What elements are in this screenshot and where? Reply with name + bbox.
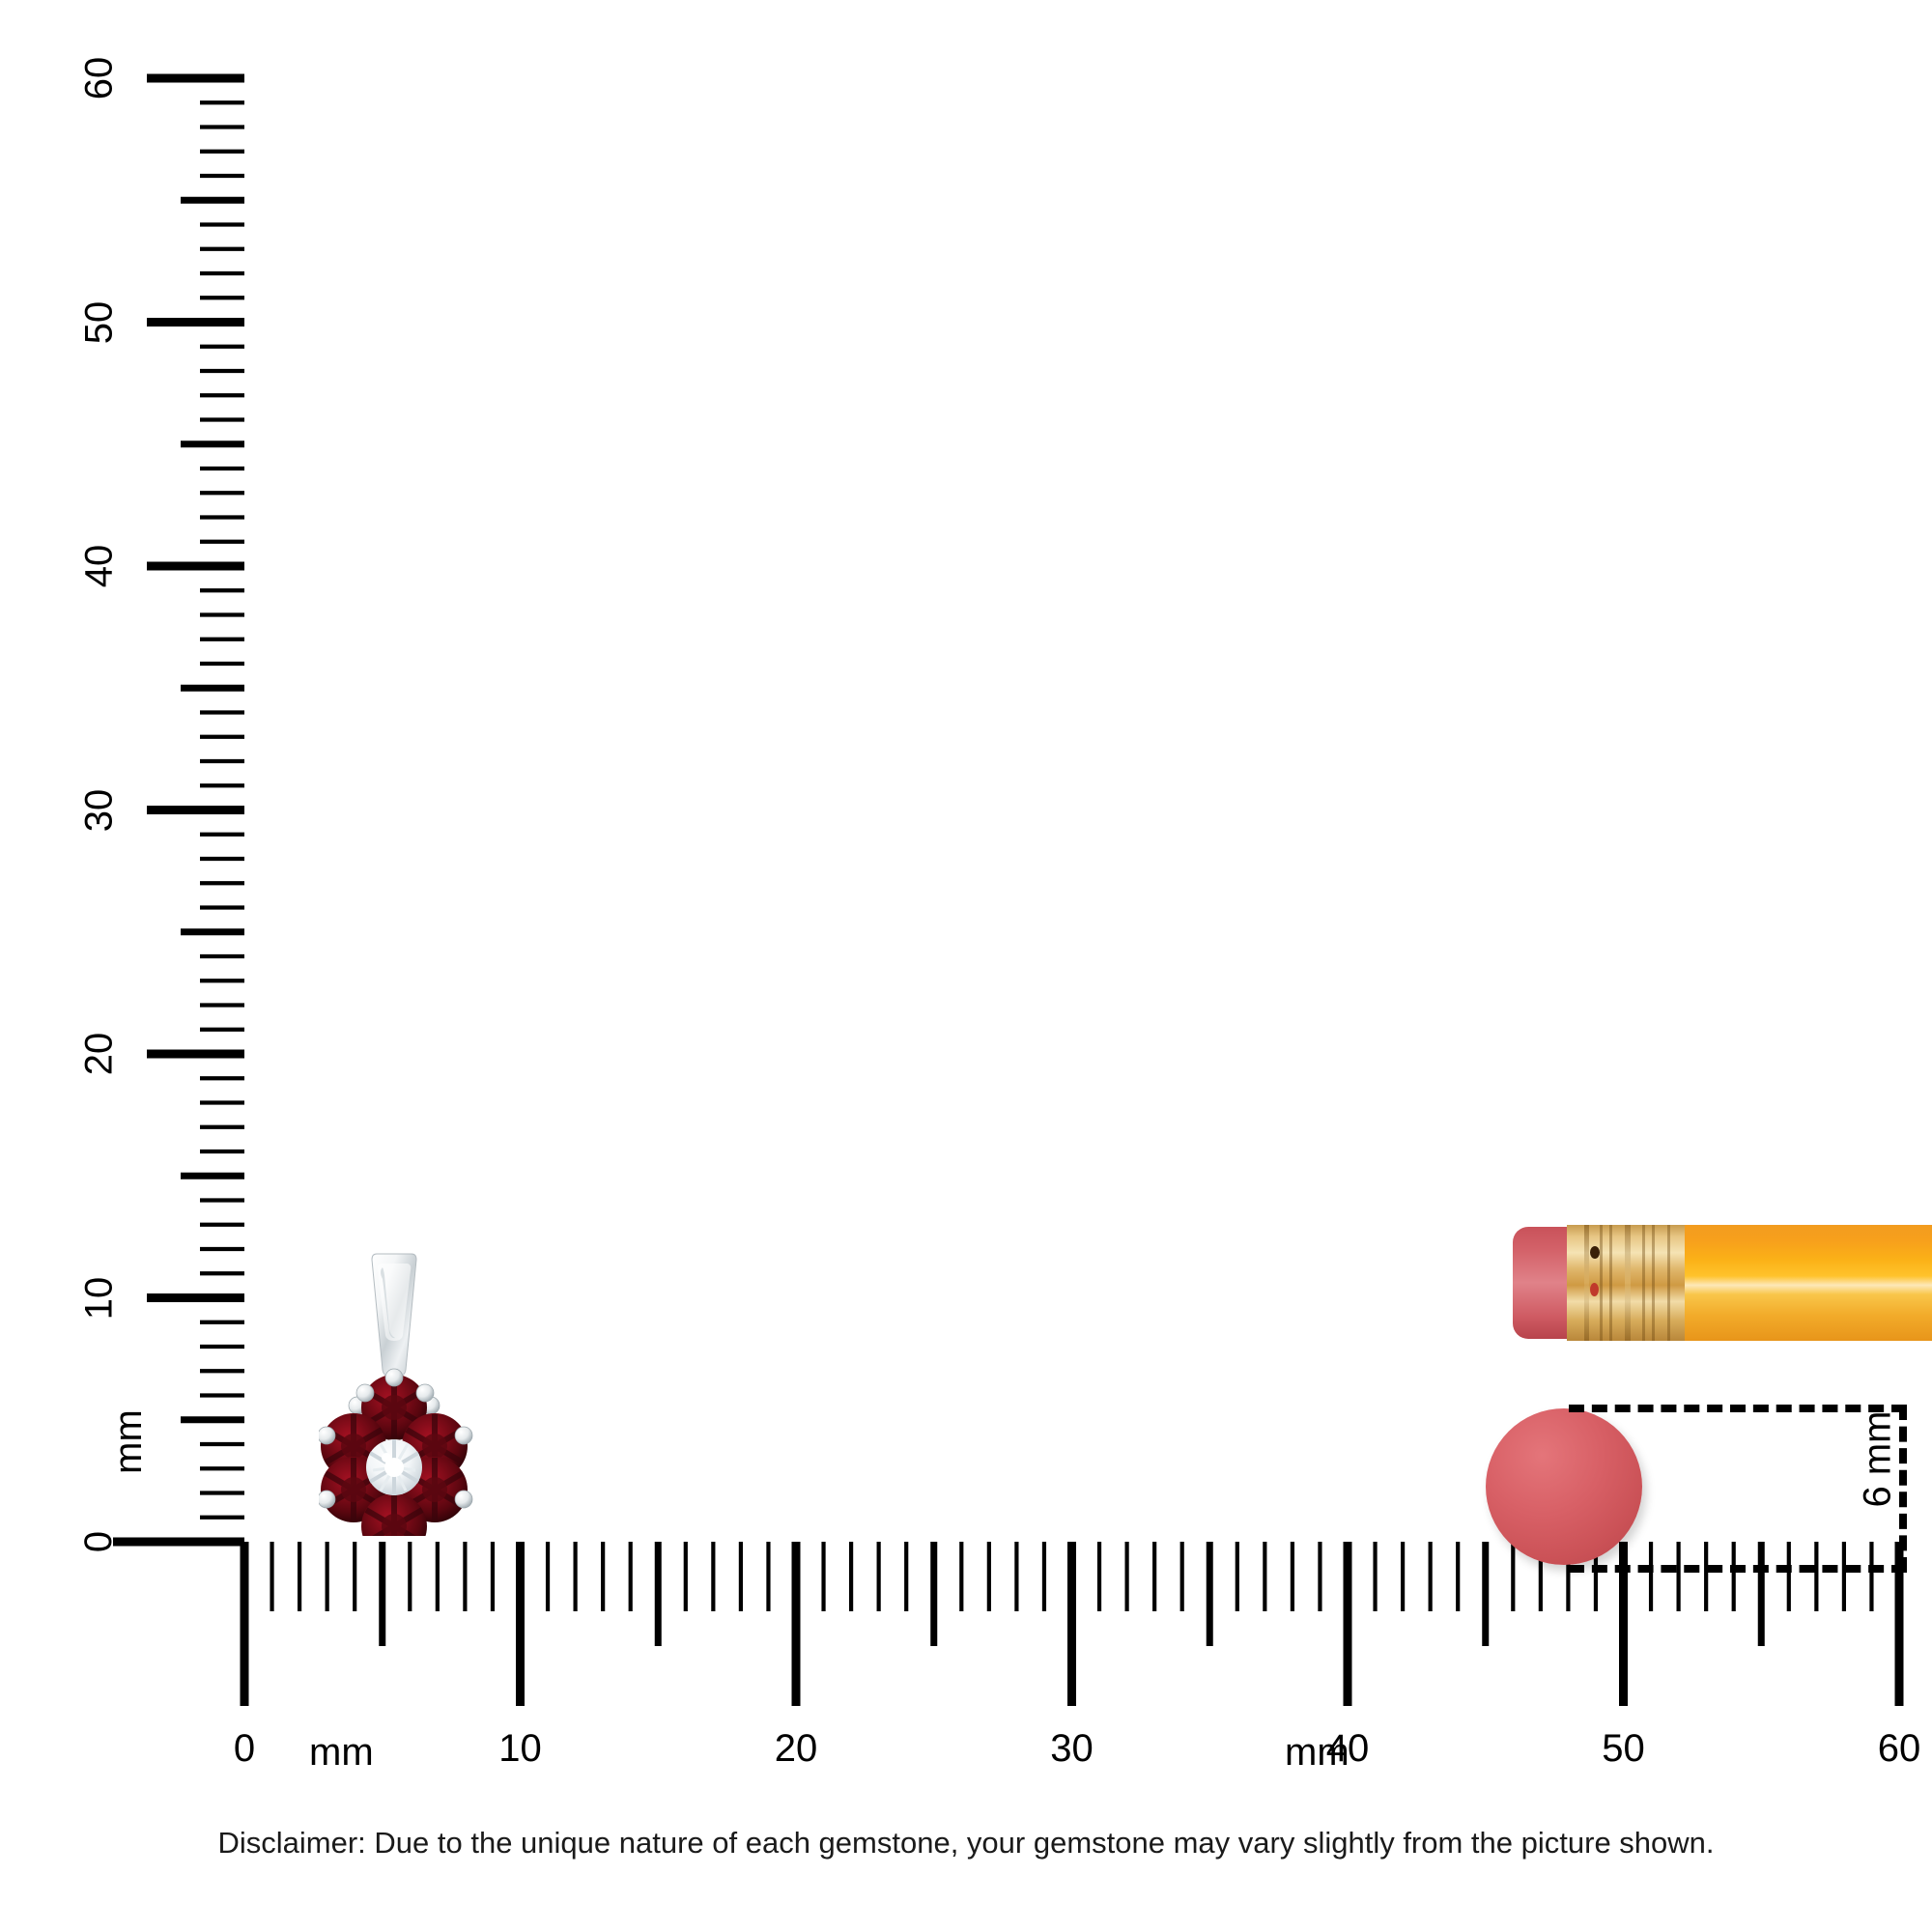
- tick-value: 40: [77, 544, 120, 588]
- horizontal-tick-label-30: 30: [1050, 1727, 1094, 1770]
- pencil-barrel: [1685, 1225, 1932, 1341]
- reference-pencil: [1513, 1225, 1932, 1341]
- pencil-ferrule: [1567, 1225, 1687, 1341]
- tick-value: 60: [77, 56, 120, 100]
- pendant-prongs-front: [319, 1368, 473, 1509]
- pendant-bail: [371, 1253, 417, 1378]
- tick-value: 20: [77, 1032, 120, 1076]
- vertical-unit-label: mm: [106, 1409, 150, 1474]
- pencil-eraser: [1513, 1227, 1573, 1339]
- dimension-line-right: [1899, 1405, 1907, 1573]
- tick-value: 50: [77, 300, 120, 344]
- center-diamond: [366, 1439, 422, 1495]
- pendant-product-image: [319, 1253, 473, 1536]
- dimension-line-bottom: [1569, 1565, 1907, 1573]
- tick-value: 10: [77, 1276, 120, 1320]
- vertical-tick-label-40: 40: [70, 534, 128, 598]
- horizontal-tick-label-60: 60: [1877, 1727, 1921, 1770]
- eraser-size-reference: 6 mm: [1486, 1399, 1932, 1602]
- horizontal-tick-label-20: 20: [774, 1727, 818, 1770]
- vertical-tick-label-20: 20: [70, 1022, 128, 1086]
- horizontal-tick-label-50: 50: [1602, 1727, 1645, 1770]
- dimension-line-top: [1569, 1405, 1907, 1412]
- horizontal-unit-label-left: mm: [309, 1731, 374, 1774]
- vertical-tick-label-50: 50: [70, 291, 128, 355]
- horizontal-tick-label-0: 0: [233, 1727, 256, 1770]
- vertical-tick-label-30: 30: [70, 779, 128, 842]
- horizontal-unit-label-right: mm: [1285, 1731, 1350, 1774]
- horizontal-tick-label-10: 10: [498, 1727, 542, 1770]
- eraser-circle: [1486, 1408, 1642, 1565]
- eraser-size-label: 6 mm: [1856, 1410, 1899, 1508]
- vertical-tick-label-60: 60: [70, 46, 128, 110]
- horizontal-tick-label-40: 40: [1325, 1727, 1370, 1770]
- tick-value: 30: [77, 788, 120, 832]
- vertical-tick-label-10: 10: [70, 1266, 128, 1330]
- disclaimer-text: Disclaimer: Due to the unique nature of …: [217, 1826, 1715, 1860]
